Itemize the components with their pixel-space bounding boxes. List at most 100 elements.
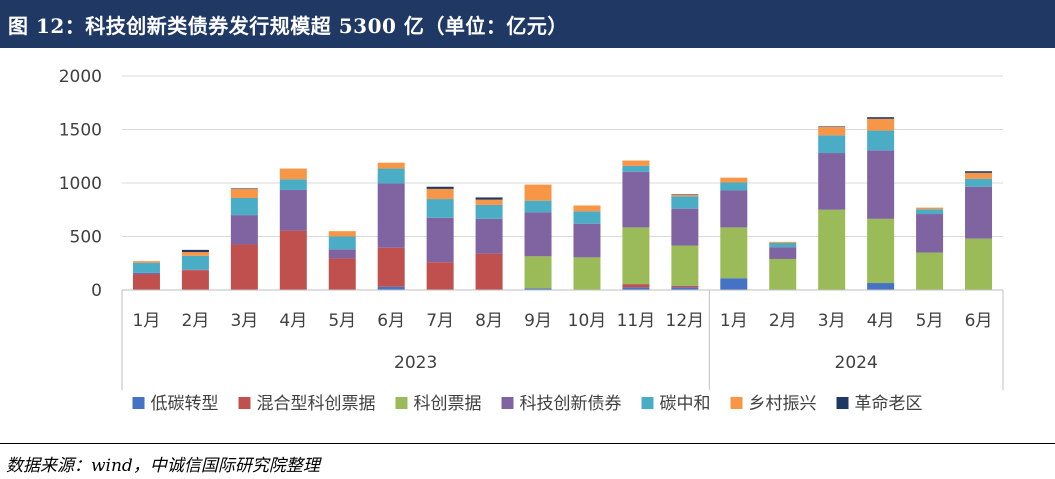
bar-segment xyxy=(867,130,895,151)
bar-segment xyxy=(181,249,209,253)
bar-segment xyxy=(916,214,944,253)
bar-segment xyxy=(230,244,258,290)
bar-segment xyxy=(279,179,307,190)
bar-segment xyxy=(671,194,699,195)
bar-segment xyxy=(426,186,454,189)
bar-segment xyxy=(769,247,797,259)
legend-swatch xyxy=(132,397,145,409)
chart-title: 图 12：科技创新类债券发行规模超 5300 亿（单位：亿元） xyxy=(0,0,1055,48)
bar-segment xyxy=(524,256,552,289)
bar-segment xyxy=(328,236,356,250)
bar-segment xyxy=(818,126,846,136)
legend-swatch xyxy=(641,397,654,409)
bar-segment xyxy=(426,262,454,290)
legend-label: 科技创新债券 xyxy=(520,394,622,414)
bar-segment xyxy=(818,153,846,210)
legend-swatch xyxy=(395,397,408,409)
y-tick-label: 2000 xyxy=(59,67,102,87)
y-tick-label: 500 xyxy=(70,228,102,248)
bar-segment xyxy=(377,162,405,169)
legend-label: 低碳转型 xyxy=(151,394,219,414)
group-label: 2024 xyxy=(835,353,878,373)
x-tick-label: 5月 xyxy=(328,311,356,331)
bar-segment xyxy=(230,188,258,198)
x-tick-label: 2月 xyxy=(182,311,210,331)
bar-segment xyxy=(622,287,650,290)
legend-swatch xyxy=(730,397,743,409)
source-divider xyxy=(0,443,1055,444)
bar-segment xyxy=(622,160,650,166)
bar-segment xyxy=(769,242,797,248)
bar-segment xyxy=(769,241,797,243)
bar-segment xyxy=(965,171,993,173)
bar-segment xyxy=(181,269,209,271)
bar-segment xyxy=(181,270,209,290)
bar-segment xyxy=(426,188,454,200)
legend-label: 混合型科创票据 xyxy=(257,394,376,414)
x-tick-label: 7月 xyxy=(426,311,454,331)
y-tick-label: 1500 xyxy=(59,121,102,141)
bar-segment xyxy=(720,182,748,191)
bar-segment xyxy=(328,249,356,259)
bar-segment xyxy=(475,218,503,254)
bar-segment xyxy=(867,117,895,119)
bar-segment xyxy=(867,150,895,219)
x-tick-label: 6月 xyxy=(965,311,993,331)
x-tick-label: 4月 xyxy=(279,311,307,331)
x-tick-label: 5月 xyxy=(916,311,944,331)
bar-segment xyxy=(132,274,160,290)
bar-segment xyxy=(230,188,258,189)
bar-segment xyxy=(524,288,552,290)
bar-segment xyxy=(720,278,748,290)
legend-swatch xyxy=(501,397,514,409)
x-tick-label: 1月 xyxy=(133,311,161,331)
bar-segment xyxy=(328,258,356,290)
bar-segment xyxy=(230,197,258,216)
bar-segment xyxy=(426,217,454,263)
bar-segment xyxy=(475,204,503,219)
bar-segment xyxy=(916,207,944,210)
legend-label: 碳中和 xyxy=(660,394,711,414)
bar-segment xyxy=(573,223,601,258)
bar-segment xyxy=(818,135,846,154)
bar-segment xyxy=(769,258,797,290)
bar-segment xyxy=(818,209,846,290)
bar-segment xyxy=(671,208,699,246)
bar-segment xyxy=(328,231,356,237)
bar-segment xyxy=(573,257,601,290)
x-tick-label: 8月 xyxy=(475,311,503,331)
bar-segment xyxy=(524,212,552,257)
legend-label: 革命老区 xyxy=(855,394,923,414)
bar-segment xyxy=(475,197,503,200)
bar-segment xyxy=(867,218,895,284)
bar-segment xyxy=(671,194,699,197)
bar-segment xyxy=(622,171,650,228)
x-tick-label: 2月 xyxy=(769,311,797,331)
y-tick-label: 0 xyxy=(91,281,102,301)
bar-segment xyxy=(867,283,895,290)
bar-segment xyxy=(377,168,405,184)
group-label: 2023 xyxy=(394,353,437,373)
bar-segment xyxy=(377,286,405,290)
x-tick-label: 4月 xyxy=(867,311,895,331)
legend-swatch xyxy=(238,397,251,409)
legend-label: 乡村振兴 xyxy=(749,394,817,414)
bar-segment xyxy=(622,284,650,288)
bar-segment xyxy=(132,261,160,263)
bar-segment xyxy=(622,227,650,285)
bar-segment xyxy=(181,255,209,270)
bar-segment xyxy=(622,165,650,172)
bar-segment xyxy=(818,126,846,127)
bar-segment xyxy=(475,199,503,205)
bar-segment xyxy=(671,287,699,290)
source-note: 数据来源：wind，中诚信国际研究院整理 xyxy=(6,456,320,476)
bar-segment xyxy=(965,238,993,290)
bar-segment xyxy=(132,262,160,273)
bar-segment xyxy=(426,199,454,218)
bar-segment xyxy=(132,272,160,275)
bar-segment xyxy=(377,247,405,287)
bar-segment xyxy=(720,227,748,279)
bar-segment xyxy=(720,177,748,183)
bar-segment xyxy=(377,183,405,248)
bar-segment xyxy=(965,172,993,179)
